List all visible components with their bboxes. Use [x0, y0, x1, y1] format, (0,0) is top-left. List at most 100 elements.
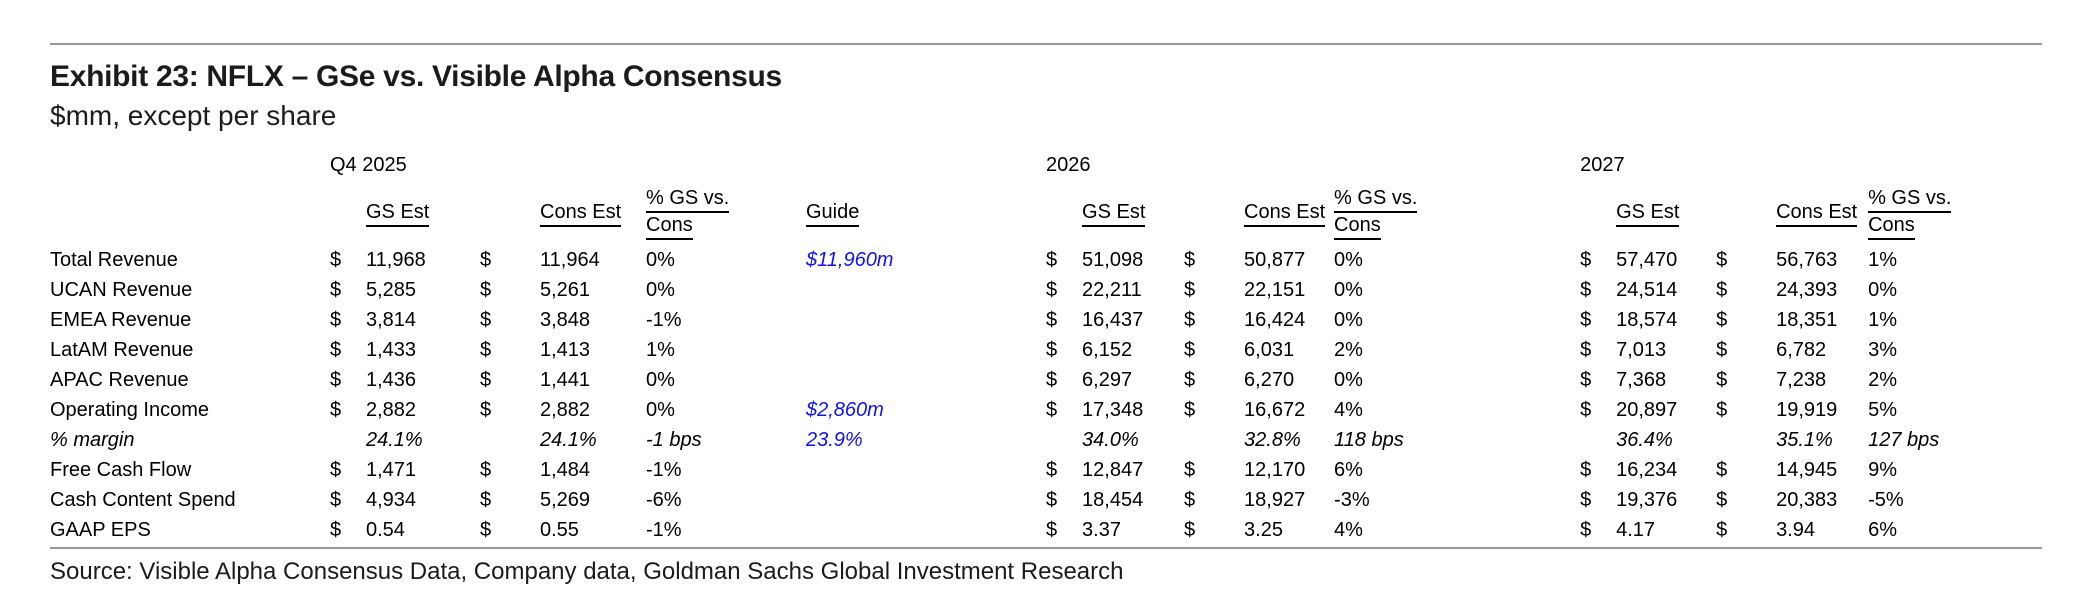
- dollar-sign: $: [1184, 339, 1196, 361]
- dollar-sign: $: [1716, 459, 1728, 481]
- dollar-sign: $: [1184, 369, 1196, 391]
- q4-pct-gs-vs-cons: 0%: [646, 249, 675, 271]
- y2026-cons-est-value: 22,151: [1244, 279, 1306, 301]
- y2026-cons-est-value: 50,877: [1244, 249, 1306, 271]
- y2026-gs-est-value: 17,348: [1082, 399, 1144, 421]
- dollar-sign: [1580, 425, 1616, 455]
- dollar-sign: $: [1046, 309, 1058, 331]
- q4-gs-est-value: 5,285: [366, 279, 417, 301]
- consensus-table: Q4 2025 2026 2027 GS Est Cons Est % GS v…: [50, 148, 2040, 545]
- table-row: EMEA Revenue $3,814 $3,848 -1% $16,437 $16,42…: [50, 305, 2040, 335]
- spacer-cell: [50, 182, 330, 245]
- y2026-cons-est-value: 18,927: [1244, 489, 1306, 511]
- y2026-cons-est-value: 16,424: [1244, 309, 1306, 331]
- y2026-pct-gs-vs-cons: 0%: [1334, 369, 1363, 391]
- dollar-sign: $: [1716, 399, 1728, 421]
- dollar-sign: $: [1580, 279, 1592, 301]
- q4-pct-gs-vs-cons: -1%: [646, 309, 682, 331]
- y2027-cons-est-value: 7,238: [1776, 369, 1827, 391]
- spacer-cell: [480, 182, 540, 245]
- row-label: Total Revenue: [50, 249, 178, 271]
- col-header-label: % GS vs.: [646, 187, 730, 213]
- q4-guide-value: 23.9%: [806, 429, 863, 451]
- dollar-sign: [1716, 425, 1776, 455]
- period-header-2026: 2026: [1046, 154, 1091, 176]
- q4-guide-value: [806, 335, 946, 365]
- y2026-cons-est-value: 12,170: [1244, 459, 1306, 481]
- table-row: APAC Revenue $1,436 $1,441 0% $6,297 $6,270 0%…: [50, 365, 2040, 395]
- dollar-sign: $: [1184, 399, 1196, 421]
- spacer-cell: [1716, 182, 1776, 245]
- dollar-sign: $: [330, 399, 342, 421]
- dollar-sign: $: [330, 459, 342, 481]
- spacer-cell: [1504, 485, 1580, 515]
- col-header-2026-gs-est: GS Est: [1082, 182, 1184, 245]
- q4-guide-value: [806, 455, 946, 485]
- q4-pct-gs-vs-cons: 0%: [646, 279, 675, 301]
- q4-gs-est-value: 1,433: [366, 339, 417, 361]
- col-header-2027-cons-est: Cons Est: [1776, 182, 1868, 245]
- row-label: Cash Content Spend: [50, 489, 236, 511]
- spacer-cell: [1504, 245, 1580, 275]
- bottom-divider: [50, 547, 2042, 549]
- col-header-guide: Guide: [806, 182, 946, 245]
- y2026-cons-est-value: 32.8%: [1244, 429, 1301, 451]
- spacer-cell: [1580, 182, 1616, 245]
- q4-pct-gs-vs-cons: -1 bps: [646, 429, 702, 451]
- col-header-label: Cons Est: [1776, 201, 1858, 227]
- y2027-cons-est-value: 35.1%: [1776, 429, 1833, 451]
- spacer-cell: [1504, 148, 1580, 182]
- y2026-gs-est-value: 6,152: [1082, 339, 1133, 361]
- q4-pct-gs-vs-cons: 0%: [646, 399, 675, 421]
- dollar-sign: $: [480, 279, 492, 301]
- spacer-cell: [1504, 365, 1580, 395]
- q4-cons-est-value: 1,413: [540, 339, 591, 361]
- dollar-sign: $: [480, 489, 492, 511]
- dollar-sign: $: [1580, 249, 1592, 271]
- dollar-sign: $: [1046, 459, 1058, 481]
- spacer-cell: [946, 455, 1046, 485]
- y2027-cons-est-value: 14,945: [1776, 459, 1838, 481]
- col-header-2027-pct-vs-cons: % GS vs. Cons: [1868, 182, 2040, 245]
- y2027-cons-est-value: 19,919: [1776, 399, 1838, 421]
- dollar-sign: $: [1046, 279, 1058, 301]
- spacer-cell: [946, 335, 1046, 365]
- spacer-cell: [946, 395, 1046, 425]
- q4-guide-value: [806, 365, 946, 395]
- row-label: Operating Income: [50, 399, 209, 421]
- y2026-gs-est-value: 16,437: [1082, 309, 1144, 331]
- q4-cons-est-value: 2,882: [540, 399, 591, 421]
- col-header-label: % GS vs.: [1868, 187, 1952, 213]
- dollar-sign: $: [1580, 519, 1592, 541]
- y2026-gs-est-value: 3.37: [1082, 519, 1121, 541]
- q4-cons-est-value: 24.1%: [540, 429, 597, 451]
- col-header-label: Cons Est: [540, 201, 622, 227]
- table-row: Total Revenue $11,968 $11,964 0% $11,960m $51…: [50, 245, 2040, 275]
- dollar-sign: [1046, 425, 1082, 455]
- table-body: Total Revenue $11,968 $11,964 0% $11,960m $51…: [50, 245, 2040, 545]
- dollar-sign: $: [1184, 279, 1196, 301]
- dollar-sign: $: [1046, 369, 1058, 391]
- spacer-cell: [1504, 515, 1580, 545]
- dollar-sign: $: [1716, 249, 1728, 271]
- y2026-cons-est-value: 3.25: [1244, 519, 1283, 541]
- spacer-cell: [946, 485, 1046, 515]
- q4-guide-value: $2,860m: [806, 399, 884, 421]
- dollar-sign: $: [1580, 369, 1592, 391]
- spacer-cell: [946, 365, 1046, 395]
- y2027-cons-est-value: 20,383: [1776, 489, 1838, 511]
- y2027-pct-gs-vs-cons: 5%: [1868, 399, 1897, 421]
- dollar-sign: $: [330, 339, 342, 361]
- col-header-label: Cons: [1868, 214, 1915, 240]
- col-header-q4-pct-vs-cons: % GS vs. Cons: [646, 182, 806, 245]
- q4-cons-est-value: 3,848: [540, 309, 591, 331]
- dollar-sign: $: [1184, 489, 1196, 511]
- dollar-sign: $: [1580, 339, 1592, 361]
- y2026-pct-gs-vs-cons: 2%: [1334, 339, 1363, 361]
- y2027-gs-est-value: 4.17: [1616, 519, 1656, 541]
- dollar-sign: $: [330, 519, 342, 541]
- spacer-cell: [946, 275, 1046, 305]
- source-line: Source: Visible Alpha Consensus Data, Co…: [50, 558, 1124, 585]
- row-label: LatAM Revenue: [50, 339, 194, 361]
- column-header-row: GS Est Cons Est % GS vs. Cons Guide GS E…: [50, 182, 2040, 245]
